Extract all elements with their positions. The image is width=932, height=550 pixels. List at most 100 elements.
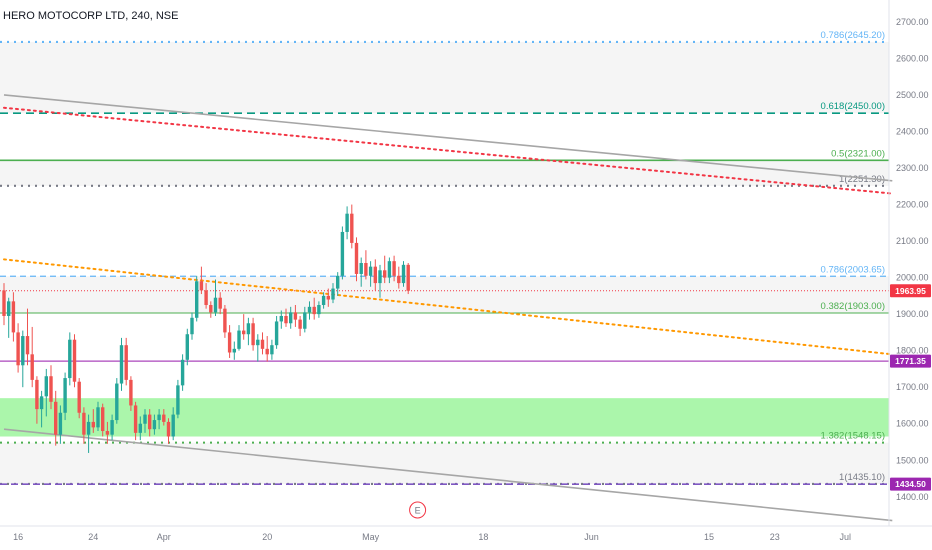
candle-body [378,270,382,284]
candle-body [176,385,180,415]
candle-body [11,301,16,333]
candle-body [21,336,25,366]
demand-zone [0,398,889,437]
candle-body [148,414,152,430]
fib-band [0,41,889,114]
x-tick-label: 16 [13,532,23,542]
candle-body [2,290,6,316]
candle-body [58,412,63,435]
y-tick-label: 1600.00 [896,419,929,429]
candle-body [242,330,246,335]
fib-band [0,276,889,314]
candle-body [345,213,349,232]
candle-body [289,312,293,324]
x-tick-label: 20 [262,532,272,542]
chart-title: HERO MOTOCORP LTD, 240, NSE [3,10,178,22]
candle-body [39,396,44,410]
candle-body [162,414,166,422]
fib-level-label: 1(2251.30) [839,174,885,185]
candle-body [133,405,138,433]
price-axis[interactable]: 1400.00 1500.00 1600.00 1700.00 1800.00 1900.… [896,17,929,502]
candle-body [392,261,396,276]
candle-body [270,345,274,355]
candle-body [246,323,251,335]
y-tick-label: 2100.00 [896,236,929,246]
candle-body [336,275,340,289]
x-tick-label: Jul [840,532,852,542]
candle-body [265,348,269,355]
trend-lines [3,94,894,522]
fib-level-label: 0.382(1903.00) [821,301,885,312]
candle-body [119,345,124,384]
candle-body [251,323,255,346]
candle-body [63,378,67,413]
candle-body [35,379,39,410]
candle-body [218,297,222,309]
x-tick-label: May [362,532,380,542]
candle-body [180,359,185,386]
candle-body [274,321,279,346]
candle-body [298,319,302,329]
candle-body [82,412,86,435]
candle-body [195,281,199,318]
price-tag-background [890,354,931,368]
candle-body [312,306,316,315]
y-tick-label: 2200.00 [896,200,929,210]
y-tick-label: 2600.00 [896,53,929,63]
fib-levels: 0.786(2645.20) 0.618(2450.00) 0.5(2321.00)… [0,30,889,486]
price-tag-background [890,284,931,298]
trend-line [3,94,893,182]
time-axis[interactable]: 16 24 Apr 20 May 18 Jun 15 23 Jul [13,532,851,542]
candle-body [317,305,321,315]
price-tag-label: 1434.50 [895,479,926,489]
candle-body [406,264,410,291]
candle-body [49,376,53,402]
candle-body [105,431,110,435]
fib-band [0,160,889,186]
candle-body [364,263,368,276]
candle-body [368,266,373,276]
candles [2,204,410,453]
candle-body [124,345,128,380]
candle-body [237,330,241,349]
fib-level-label: 0.786(2003.65) [821,264,885,275]
candle-body [260,339,265,349]
candle-body [129,379,133,406]
x-tick-label: 24 [88,532,98,542]
candle-body [86,421,91,435]
candle-body [190,317,194,335]
candle-body [68,339,72,379]
x-tick-label: Apr [157,532,171,542]
fib-band [0,442,889,484]
candle-body [204,290,208,306]
candle-body [373,266,377,284]
fib-level-label: 1(1435.10) [839,472,885,483]
candle-body [227,332,232,353]
candle-body [16,332,20,366]
demand-zones [0,398,889,437]
candle-body [232,348,236,353]
candle-body [387,261,392,278]
candle-body [44,376,48,397]
candle-body [354,242,359,274]
candle-body [185,334,189,360]
candle-body [72,339,77,382]
y-tick-label: 1400.00 [896,492,929,502]
x-tick-label: 18 [478,532,488,542]
candle-body [383,270,387,278]
y-tick-label: 1900.00 [896,309,929,319]
fib-level-label: 0.5(2321.00) [831,148,885,159]
candle-body [152,420,157,430]
candle-body [54,401,58,435]
earnings-marker[interactable]: E [409,501,427,519]
candle-body [157,414,161,421]
price-tags: 1963.95 1771.35 1434.50 [890,284,931,491]
candle-body [110,420,114,435]
y-tick-label: 2700.00 [896,17,929,27]
candle-body [293,312,298,320]
candle-body [284,315,288,324]
candle-body [209,305,213,313]
y-tick-label: 1700.00 [896,382,929,392]
candle-body [166,421,171,437]
